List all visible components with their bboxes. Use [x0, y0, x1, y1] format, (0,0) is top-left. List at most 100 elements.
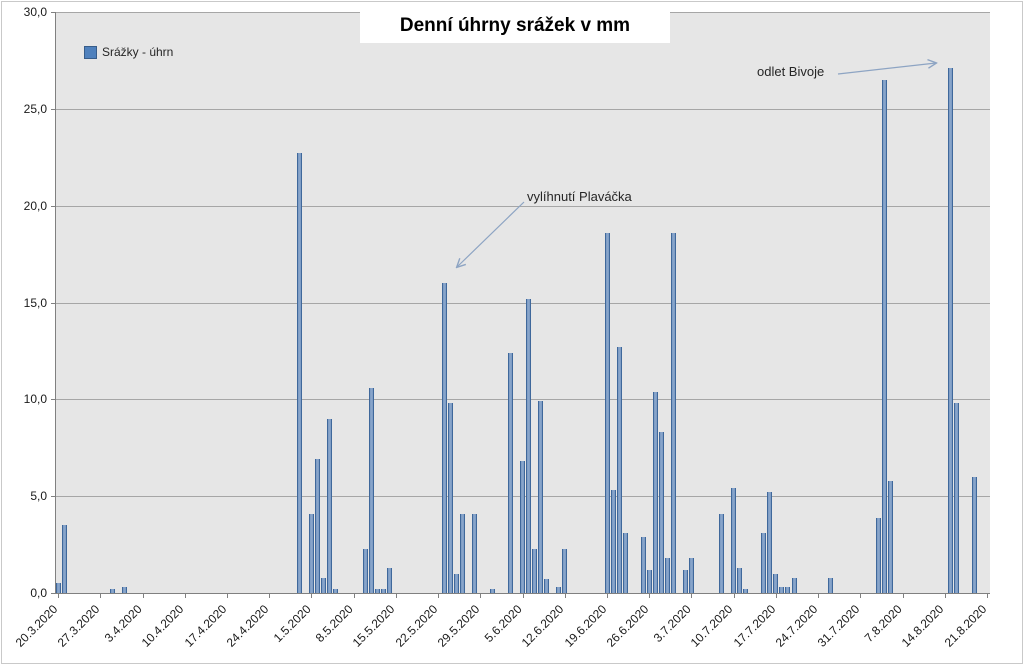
y-axis-label: 25,0 — [23, 101, 47, 116]
x-axis-label: 3.7.2020 — [650, 602, 694, 645]
x-axis-label: 31.7.2020 — [814, 602, 863, 650]
x-axis-tick — [733, 594, 735, 598]
bar — [121, 587, 127, 593]
x-axis-tick — [522, 594, 524, 598]
bar — [544, 579, 550, 593]
x-axis-tick — [184, 594, 186, 598]
bar — [375, 589, 381, 593]
y-axis-tick — [51, 108, 55, 110]
x-axis-tick — [100, 594, 102, 598]
bar — [327, 418, 332, 593]
bar — [652, 391, 658, 593]
y-axis-label: 30,0 — [23, 5, 47, 19]
x-axis-label: 29.5.2020 — [434, 602, 483, 650]
annotation-hatch-label: vylíhnutí Plaváčka — [527, 189, 632, 204]
bar — [453, 573, 459, 593]
bar — [333, 589, 338, 593]
bar — [719, 513, 725, 593]
x-axis-tick — [860, 594, 862, 598]
x-axis-tick — [226, 594, 228, 598]
bar — [296, 153, 302, 593]
x-axis-label: 20.3.2020 — [12, 602, 60, 650]
bar — [688, 558, 694, 593]
bar — [779, 587, 785, 593]
bar — [658, 432, 664, 593]
gridline — [55, 302, 990, 304]
x-axis-label: 15.5.2020 — [350, 602, 398, 650]
bar — [761, 533, 767, 593]
bar — [827, 577, 833, 593]
x-axis-label: 17.7.2020 — [730, 602, 778, 650]
bar — [532, 548, 538, 593]
x-axis-label: 14.8.2020 — [899, 602, 947, 650]
bar — [369, 387, 375, 593]
bar — [616, 347, 622, 593]
bar — [520, 461, 525, 593]
bar — [888, 480, 893, 593]
bar — [61, 525, 67, 593]
x-axis-tick — [691, 594, 693, 598]
bar — [785, 587, 791, 593]
legend-label: Srážky - úhrn — [102, 45, 174, 59]
bar — [737, 567, 743, 593]
x-axis-label: 1.5.2020 — [270, 602, 314, 645]
x-axis-label: 22.5.2020 — [392, 602, 440, 650]
x-axis-tick — [311, 594, 313, 598]
y-axis-label: 15,0 — [23, 295, 47, 310]
bar — [562, 548, 568, 593]
bar — [731, 488, 737, 593]
bar — [640, 536, 646, 593]
x-axis-label: 19.6.2020 — [561, 602, 609, 650]
x-axis-tick — [649, 594, 651, 598]
x-axis-tick — [142, 594, 144, 598]
bar — [363, 548, 369, 593]
x-axis-tick — [395, 594, 397, 598]
bar — [459, 513, 465, 593]
bar — [622, 533, 628, 593]
bar — [538, 401, 544, 593]
x-axis-tick — [269, 594, 271, 598]
bar — [646, 569, 652, 593]
bar — [381, 589, 387, 593]
bar — [670, 232, 676, 593]
bar — [791, 577, 797, 593]
x-axis-tick — [818, 594, 820, 598]
y-axis-tick — [51, 399, 55, 401]
y-axis-tick — [51, 12, 55, 13]
y-axis-tick — [51, 205, 55, 207]
bar — [664, 558, 670, 593]
y-axis-tick — [51, 593, 55, 594]
x-axis-label: 24.4.2020 — [223, 602, 272, 650]
y-axis-line — [55, 12, 56, 594]
bar — [954, 403, 960, 593]
x-axis-label: 17.4.2020 — [181, 602, 229, 650]
x-axis-tick — [775, 594, 777, 598]
bar — [610, 490, 616, 593]
bar — [320, 577, 326, 593]
x-axis-label: 10.4.2020 — [138, 602, 187, 650]
x-axis-tick — [58, 594, 59, 598]
bar — [441, 283, 447, 593]
x-axis-label: 10.7.2020 — [687, 602, 736, 650]
x-axis-label: 27.3.2020 — [54, 602, 103, 650]
y-axis-label: 0,0 — [30, 586, 47, 600]
bar — [972, 476, 978, 593]
bar — [948, 68, 954, 593]
y-axis-label: 5,0 — [30, 489, 47, 504]
bar — [875, 517, 881, 593]
x-axis-label: 12.6.2020 — [518, 602, 567, 650]
bar — [55, 583, 61, 593]
bar — [556, 587, 562, 593]
x-axis-tick — [987, 594, 988, 598]
bar — [881, 79, 887, 593]
legend: Srážky - úhrn — [84, 45, 173, 59]
bar — [489, 589, 495, 593]
gridline — [55, 108, 990, 110]
gridline — [55, 399, 990, 401]
bar — [682, 569, 688, 593]
x-axis-tick — [353, 594, 355, 598]
gridline — [55, 205, 990, 207]
bar — [387, 567, 393, 593]
x-axis-tick — [564, 594, 566, 598]
